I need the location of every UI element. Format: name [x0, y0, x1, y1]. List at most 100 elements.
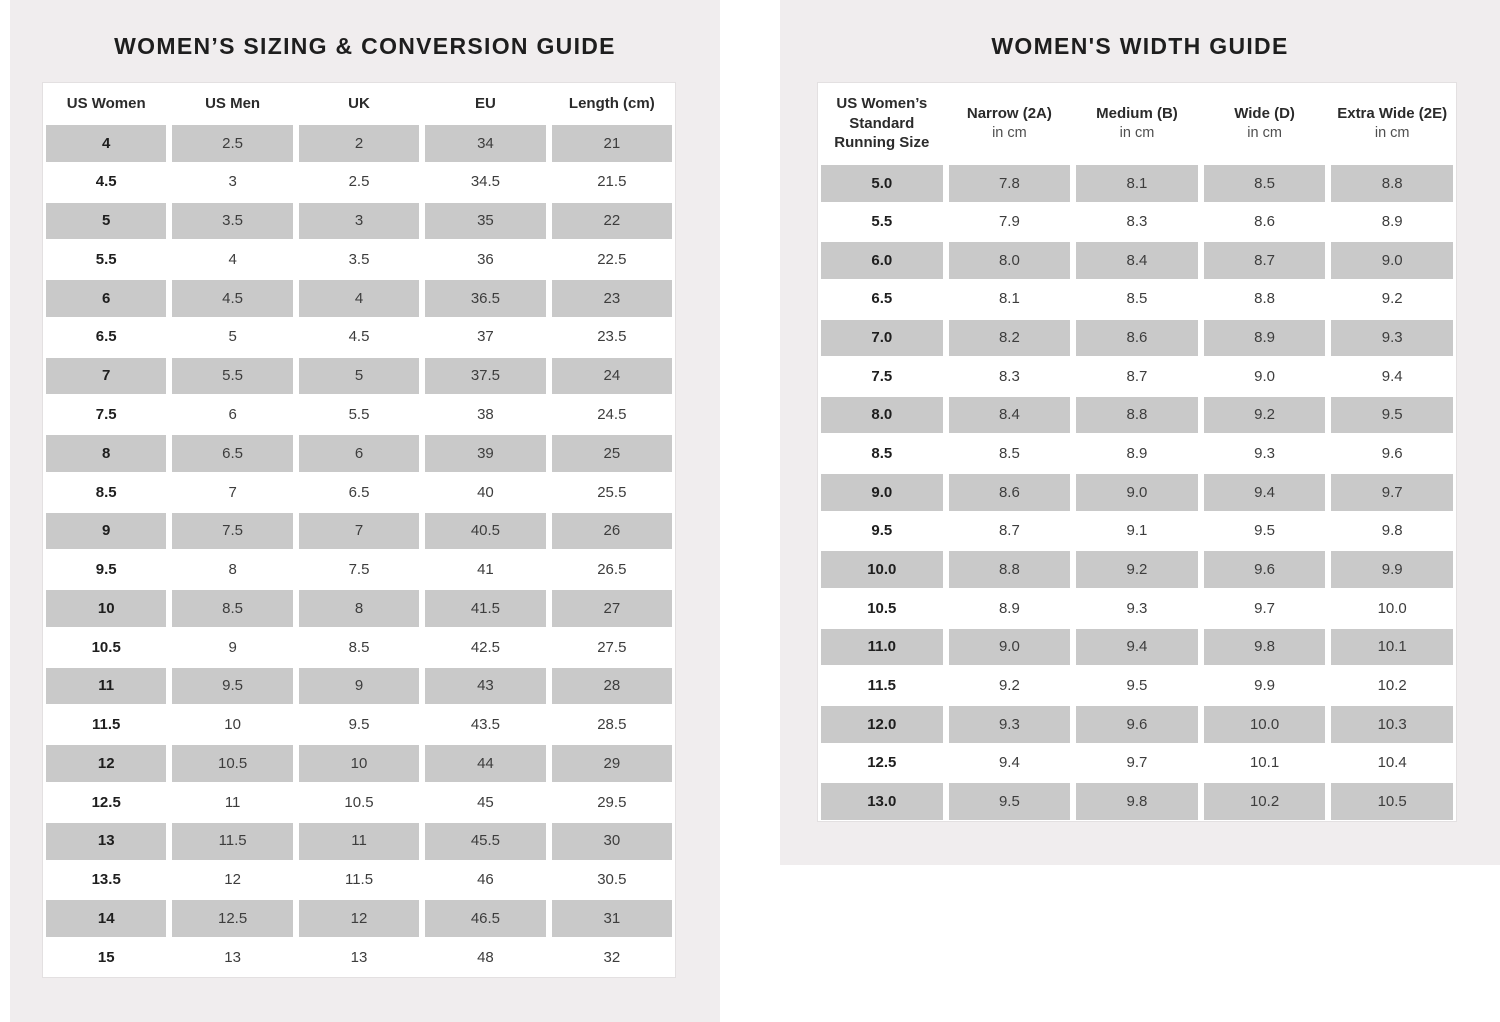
- table-cell: 6.5: [348, 483, 370, 501]
- table-cell: 12.0: [821, 705, 943, 743]
- table-cell: 32: [603, 948, 621, 966]
- table-cell: 9.0: [1331, 242, 1453, 279]
- table-cell: 36: [477, 250, 494, 268]
- table-cell: 27: [551, 590, 673, 627]
- table-cell: 14: [46, 900, 167, 938]
- table-cell: 40: [477, 483, 494, 501]
- table-row: 12.5 9.4 9.7 10.1 10.4: [818, 744, 1456, 783]
- column-header: US Women: [46, 84, 166, 123]
- table-cell: 9.5: [348, 716, 370, 734]
- table-row: 5.0 7.8 8.1 8.5 8.8: [818, 164, 1456, 203]
- sizing-guide-title: WOMEN’S SIZING & CONVERSION GUIDE: [114, 33, 616, 59]
- table-cell: 8.5: [871, 445, 893, 463]
- table-row: 6.5 5 4.5 37 23.5: [43, 318, 675, 357]
- column-header-label: Extra Wide (2E): [1337, 105, 1448, 123]
- table-cell: 8.7: [1126, 367, 1148, 385]
- table-cell: 2: [298, 125, 420, 162]
- column-header-label: Length (cm): [568, 94, 655, 112]
- table-cell: 8.1: [998, 290, 1020, 308]
- table-row: 11.5 10 9.5 43.5 28.5: [43, 705, 675, 744]
- table-cell: 7: [298, 512, 420, 550]
- table-cell: 4.5: [348, 328, 370, 346]
- table-row: 12.0 9.3 9.6 10.0 10.3: [818, 705, 1456, 744]
- table-cell: 8.9: [1203, 319, 1326, 357]
- table-cell: 42.5: [470, 638, 501, 656]
- table-row: 5.5 4 3.5 36 22.5: [43, 240, 675, 279]
- table-cell: 34: [425, 125, 546, 162]
- table-cell: 8: [228, 561, 237, 579]
- table-cell: 10: [224, 716, 241, 734]
- table-cell: 8.5: [1203, 165, 1326, 202]
- table-cell: 13.0: [821, 783, 943, 820]
- table-cell: 31: [551, 900, 673, 938]
- table-cell: 12: [224, 871, 241, 889]
- table-cell: 8.8: [1076, 396, 1198, 434]
- table-cell: 4.5: [95, 173, 117, 191]
- table-cell: 9.3: [948, 705, 1071, 743]
- table-cell: 9: [46, 512, 167, 550]
- table-cell: 11: [298, 822, 420, 860]
- table-cell: 45: [477, 793, 494, 811]
- table-row: 11.5 9.2 9.5 9.9 10.2: [818, 666, 1456, 705]
- table-cell: 9.4: [1203, 474, 1326, 511]
- table-cell: 48: [477, 948, 494, 966]
- table-cell: 5.0: [821, 165, 943, 202]
- table-cell: 9.5: [1126, 676, 1148, 694]
- table-row: 11.0 9.0 9.4 9.8 10.1: [818, 628, 1456, 667]
- table-cell: 11.5: [92, 716, 121, 734]
- table-cell: 10: [46, 590, 167, 627]
- table-cell: 4: [46, 125, 167, 162]
- table-cell: 21: [551, 125, 673, 162]
- table-cell: 10.0: [821, 551, 943, 589]
- sizing-table-body: 4 2.5 2 34 21 4.5 3 2.5 34.5 21.5 5 3.5 3 35 22 5.5 4 3.5…: [43, 124, 675, 977]
- table-cell: 9.0: [821, 474, 943, 511]
- table-cell: 10.5: [867, 599, 897, 617]
- table-cell: 9.0: [1076, 474, 1198, 511]
- table-cell: 9.8: [1076, 783, 1198, 820]
- table-cell: 7.8: [948, 165, 1071, 202]
- column-header-unit: in cm: [1374, 124, 1410, 141]
- table-row: 11 9.5 9 43 28: [43, 667, 675, 706]
- column-header-label: US Women: [66, 94, 146, 112]
- column-header: UK: [299, 84, 419, 123]
- table-row: 7.0 8.2 8.6 8.9 9.3: [818, 319, 1456, 358]
- table-row: 7.5 6 5.5 38 24.5: [43, 395, 675, 434]
- table-cell: 26.5: [597, 561, 627, 579]
- column-header-unit: in cm: [1119, 124, 1155, 141]
- column-header-unit: in cm: [1247, 124, 1282, 141]
- table-cell: 9.0: [1254, 367, 1275, 385]
- table-cell: 37: [477, 328, 494, 346]
- table-cell: 3: [228, 173, 237, 191]
- table-cell: 10.2: [1377, 676, 1407, 694]
- table-cell: 23: [551, 280, 673, 317]
- table-cell: 11: [46, 667, 167, 705]
- table-cell: 5: [298, 357, 420, 395]
- table-cell: 10.5: [1331, 783, 1453, 820]
- table-cell: 8.8: [1331, 165, 1453, 202]
- table-cell: 9.0: [948, 628, 1071, 666]
- table-cell: 26: [551, 512, 673, 550]
- table-cell: 9.9: [1331, 551, 1453, 589]
- table-cell: 46: [477, 871, 494, 889]
- table-row: 13 11.5 11 45.5 30: [43, 822, 675, 861]
- table-cell: 9.2: [1381, 290, 1403, 308]
- table-cell: 9.4: [1381, 367, 1403, 385]
- table-cell: 8.4: [948, 396, 1071, 434]
- table-cell: 5.5: [172, 357, 293, 395]
- table-cell: 38: [477, 405, 494, 423]
- width-guide-title: WOMEN'S WIDTH GUIDE: [991, 33, 1289, 59]
- table-cell: 43.5: [470, 716, 501, 734]
- table-cell: 10.1: [1249, 754, 1280, 772]
- table-cell: 7.5: [95, 405, 117, 423]
- column-header: Narrow (2A) in cm: [949, 84, 1071, 163]
- table-cell: 8.0: [948, 242, 1071, 279]
- table-cell: 45.5: [425, 822, 546, 860]
- table-cell: 9.4: [998, 754, 1020, 772]
- table-cell: 6: [46, 280, 167, 317]
- table-cell: 46.5: [425, 900, 546, 938]
- table-cell: 6.5: [871, 290, 893, 308]
- column-header-label: Narrow (2A): [966, 105, 1052, 123]
- column-header: Wide (D) in cm: [1204, 84, 1326, 163]
- table-cell: 12: [46, 745, 167, 783]
- table-cell: 9.3: [1126, 599, 1148, 617]
